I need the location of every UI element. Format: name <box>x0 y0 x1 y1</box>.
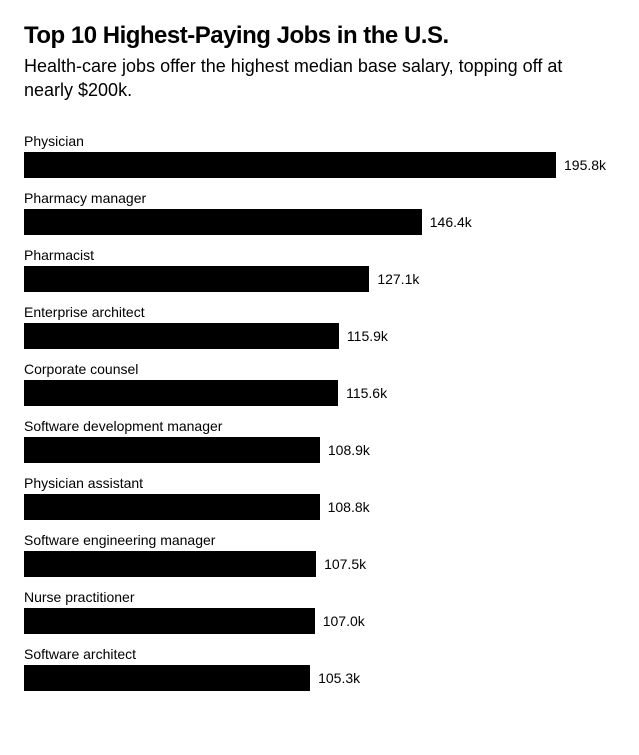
chart-title: Top 10 Highest-Paying Jobs in the U.S. <box>24 22 615 50</box>
bar-fill <box>24 152 556 178</box>
bar-fill <box>24 323 339 349</box>
bar-track: 115.6k <box>24 380 615 406</box>
bar-value: 115.6k <box>346 385 387 401</box>
bar-fill <box>24 437 320 463</box>
bar-fill <box>24 494 320 520</box>
bar-track: 115.9k <box>24 323 615 349</box>
bar-value: 115.9k <box>347 328 388 344</box>
bar-value: 108.8k <box>328 499 370 515</box>
bar-label: Corporate counsel <box>24 361 615 377</box>
bar-label: Software architect <box>24 646 615 662</box>
bar-label: Software development manager <box>24 418 615 434</box>
bar-label: Pharmacist <box>24 247 615 263</box>
bar-fill <box>24 266 369 292</box>
bar-row: Software architect 105.3k <box>24 646 615 691</box>
bar-value: 146.4k <box>430 214 472 230</box>
bar-row: Physician 195.8k <box>24 133 615 178</box>
bar-fill <box>24 551 316 577</box>
bar-row: Pharmacist 127.1k <box>24 247 615 292</box>
bar-value: 127.1k <box>377 271 419 287</box>
bar-fill <box>24 380 338 406</box>
bar-fill <box>24 209 422 235</box>
bar-chart: Physician195.8kPharmacy manager146.4kPha… <box>24 133 615 691</box>
bar-track: 105.3k <box>24 665 615 691</box>
bar-label: Nurse practitioner <box>24 589 615 605</box>
bar-label: Pharmacy manager <box>24 190 615 206</box>
bar-row: Software development manager 108.9k <box>24 418 615 463</box>
bar-label: Software engineering manager <box>24 532 615 548</box>
bar-row: Nurse practitioner 107.0k <box>24 589 615 634</box>
bar-row: Software engineering manager 107.5k <box>24 532 615 577</box>
bar-track: 146.4k <box>24 209 615 235</box>
bar-fill <box>24 608 315 634</box>
bar-track: 107.5k <box>24 551 615 577</box>
bar-label: Enterprise architect <box>24 304 615 320</box>
bar-row: Corporate counsel 115.6k <box>24 361 615 406</box>
bar-value: 108.9k <box>328 442 370 458</box>
bar-track: 127.1k <box>24 266 615 292</box>
bar-value: 107.0k <box>323 613 365 629</box>
bar-track: 108.8k <box>24 494 615 520</box>
bar-value: 105.3k <box>318 670 360 686</box>
chart-subtitle: Health-care jobs offer the highest media… <box>24 54 615 103</box>
bar-track: 108.9k <box>24 437 615 463</box>
bar-track: 107.0k <box>24 608 615 634</box>
bar-row: Pharmacy manager 146.4k <box>24 190 615 235</box>
bar-fill <box>24 665 310 691</box>
bar-value: 195.8k <box>564 157 606 173</box>
bar-track: 195.8k <box>24 152 615 178</box>
bar-value: 107.5k <box>324 556 366 572</box>
bar-label: Physician assistant <box>24 475 615 491</box>
bar-row: Physician assistant 108.8k <box>24 475 615 520</box>
bar-row: Enterprise architect 115.9k <box>24 304 615 349</box>
bar-label: Physician <box>24 133 615 149</box>
